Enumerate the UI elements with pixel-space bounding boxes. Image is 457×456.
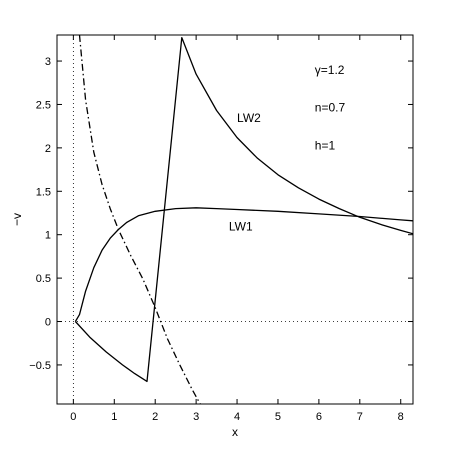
y-tick-label: −0.5 <box>29 360 51 372</box>
y-tick-label: 0 <box>45 317 51 329</box>
axes: 0 1 2 3 4 5 6 7 8 −0.5 0 0.5 1 1.5 2 2.5 3 <box>29 34 414 423</box>
series-line-lw2 <box>74 36 413 383</box>
x-tick-label: 6 <box>316 411 322 423</box>
y-tick-label: 1.5 <box>36 186 51 198</box>
y-tick-label: 2 <box>45 143 51 155</box>
series-group <box>74 35 413 404</box>
y-axis-label: −v <box>10 213 24 226</box>
y-tick-label: 2.5 <box>36 99 51 111</box>
x-tick-label: 2 <box>152 411 158 423</box>
x-tick-label: 8 <box>398 411 404 423</box>
x-axis-label: x <box>232 425 238 439</box>
annotation-label: γ=1.2 <box>315 63 345 77</box>
annotations: γ=1.2 n=0.7 h=1 LW2 LW1 <box>229 63 346 233</box>
x-tick-label: 7 <box>357 411 363 423</box>
series-line-lw1 <box>74 207 413 322</box>
x-tick-label: 4 <box>234 411 240 423</box>
annotation-label: n=0.7 <box>315 100 346 114</box>
y-tick-label: 1 <box>45 230 51 242</box>
x-tick-label: 1 <box>111 411 117 423</box>
plot-frame <box>56 34 414 405</box>
x-tick-label: 0 <box>70 411 76 423</box>
annotation-label: h=1 <box>315 139 336 153</box>
annotation-label: LW1 <box>229 219 253 233</box>
x-tick-label: 5 <box>275 411 281 423</box>
x-tick-label: 3 <box>193 411 199 423</box>
series-line-dash-dot <box>78 35 201 404</box>
y-tick-label: 3 <box>45 56 51 68</box>
y-tick-label: 0.5 <box>36 273 51 285</box>
annotation-label: LW2 <box>237 111 261 125</box>
